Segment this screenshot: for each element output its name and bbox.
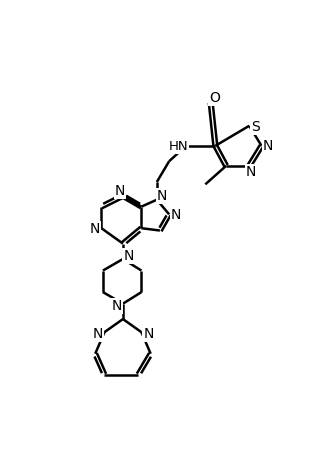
Text: N: N [112, 299, 122, 313]
Text: N: N [92, 327, 103, 341]
Text: N: N [157, 189, 168, 203]
Text: S: S [251, 120, 260, 134]
Text: N: N [89, 222, 100, 236]
Text: N: N [123, 249, 134, 263]
Text: O: O [209, 91, 220, 105]
Text: N: N [262, 139, 273, 153]
Text: N: N [115, 184, 125, 198]
Text: N: N [143, 327, 154, 341]
Text: N: N [171, 208, 181, 222]
Text: HN: HN [168, 140, 188, 153]
Text: N: N [246, 165, 256, 179]
